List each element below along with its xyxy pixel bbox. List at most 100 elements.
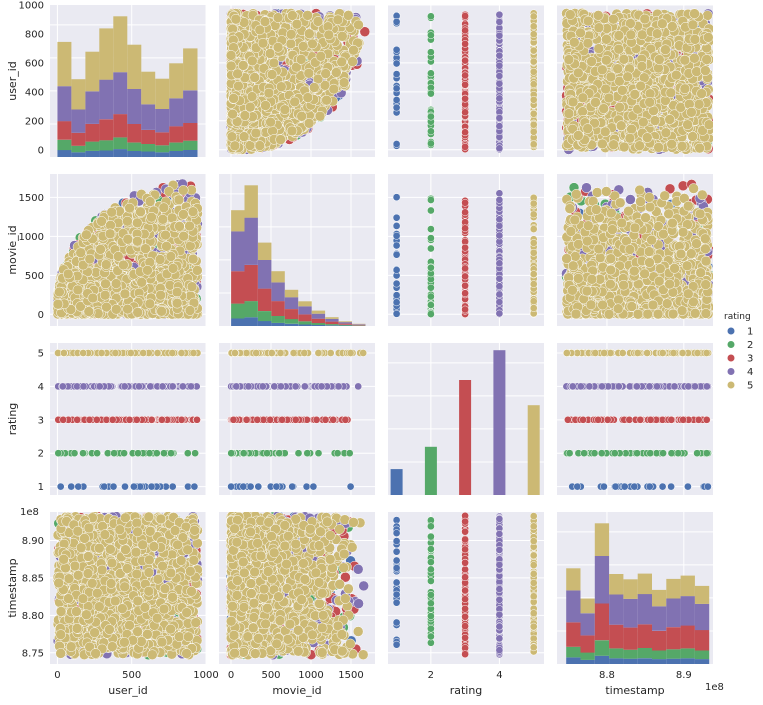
hist-bar-rating-3 <box>113 114 128 138</box>
scatter-point <box>679 83 691 95</box>
scatter-point <box>597 138 608 150</box>
scatter-point <box>495 114 504 122</box>
scatter-point <box>642 132 653 143</box>
scatter-point <box>392 84 401 93</box>
scatter-point <box>529 12 538 21</box>
scatter-point <box>693 99 705 110</box>
hist-bar-rating-5 <box>71 79 86 110</box>
scatter-point <box>232 68 243 80</box>
scatter-point <box>461 12 469 20</box>
scatter-point <box>257 37 269 49</box>
scatter-point <box>601 34 612 45</box>
scatter-point <box>348 44 359 56</box>
scatter-point <box>265 116 276 128</box>
scatter-point <box>657 18 668 29</box>
scatter-point <box>495 144 504 153</box>
scatter-point <box>529 57 538 66</box>
scatter-point <box>427 139 435 148</box>
scatter-point <box>593 43 605 54</box>
scatter-point <box>567 96 579 108</box>
scatter-point <box>671 69 682 81</box>
scatter-point <box>529 30 538 39</box>
hist-bar-rating-3 <box>155 132 170 146</box>
scatter-point <box>337 31 348 42</box>
scatter-point <box>312 16 324 27</box>
scatter-point <box>303 68 315 79</box>
scatter-point <box>682 119 693 130</box>
scatter-point <box>614 102 625 113</box>
scatter-point <box>307 38 318 50</box>
scatter-point <box>289 96 300 108</box>
scatter-point <box>328 83 340 95</box>
scatter-point <box>302 10 313 21</box>
scatter-point <box>392 140 401 148</box>
hist-bar-rating-2 <box>127 142 142 151</box>
scatter-point <box>323 29 335 41</box>
hist-bar-rating-5 <box>169 63 184 99</box>
scatter-point <box>247 55 258 67</box>
scatter-point <box>703 119 713 130</box>
scatter-point <box>392 17 401 26</box>
scatter-point <box>569 37 580 48</box>
hist-bar-rating-1 <box>169 150 184 157</box>
hist-bar-rating-2 <box>169 142 184 151</box>
hist-bar-rating-1 <box>141 151 156 157</box>
scatter-point <box>660 127 672 138</box>
scatter-point <box>582 123 593 134</box>
scatter-point <box>249 72 260 83</box>
scatter-point <box>577 92 589 104</box>
scatter-point <box>635 80 646 92</box>
scatter-point <box>427 112 435 121</box>
scatter-point <box>461 94 469 103</box>
scatter-point <box>622 71 633 83</box>
scatter-point <box>667 21 678 32</box>
hist-bar-rating-2 <box>71 145 86 153</box>
scatter-point <box>343 10 354 21</box>
scatter-point <box>250 127 262 139</box>
scatter-point <box>461 108 469 117</box>
scatter-point <box>639 13 651 25</box>
scatter-point <box>529 120 538 129</box>
hist-bar-rating-2 <box>57 139 72 151</box>
scatter-point <box>624 132 636 144</box>
hist-bar-rating-1 <box>155 152 170 157</box>
scatter-point <box>291 18 303 30</box>
scatter-point <box>618 141 630 153</box>
scatter-point <box>689 34 701 45</box>
hist-bar-rating-3 <box>183 123 198 141</box>
scatter-point <box>617 85 628 96</box>
scatter-point <box>582 37 594 49</box>
scatter-point <box>689 53 700 64</box>
scatter-point <box>331 67 342 78</box>
histogram-user_id <box>57 16 198 157</box>
scatter-point <box>314 110 326 122</box>
scatter-point <box>649 115 661 126</box>
hist-bar-rating-3 <box>127 123 142 143</box>
scatter-point <box>625 29 637 41</box>
scatter-point <box>636 61 648 72</box>
scatter-point <box>629 89 641 100</box>
scatter-point <box>392 103 401 112</box>
scatter-point <box>529 67 538 76</box>
hist-bar-rating-3 <box>85 123 100 142</box>
scatter-point <box>295 54 307 65</box>
hist-bar-rating-1 <box>113 149 128 157</box>
scatter-point <box>427 12 435 21</box>
scatter-point <box>495 72 504 80</box>
scatter-point <box>598 103 609 114</box>
hist-bar-rating-4 <box>155 109 170 133</box>
scatter-point <box>225 60 237 72</box>
scatter-point <box>529 22 538 31</box>
scatter-point <box>461 143 469 151</box>
scatter-point <box>626 123 637 135</box>
scatter-point <box>529 140 538 149</box>
scatter-point <box>615 120 627 131</box>
hist-bar-rating-4 <box>141 104 156 130</box>
scatter-point <box>575 27 586 39</box>
scatter-point <box>229 140 241 152</box>
scatter-point <box>495 94 504 103</box>
scatter-point <box>461 128 469 137</box>
scatter-point <box>529 109 538 118</box>
scatter-point <box>634 140 645 151</box>
scatter-point <box>495 51 504 60</box>
